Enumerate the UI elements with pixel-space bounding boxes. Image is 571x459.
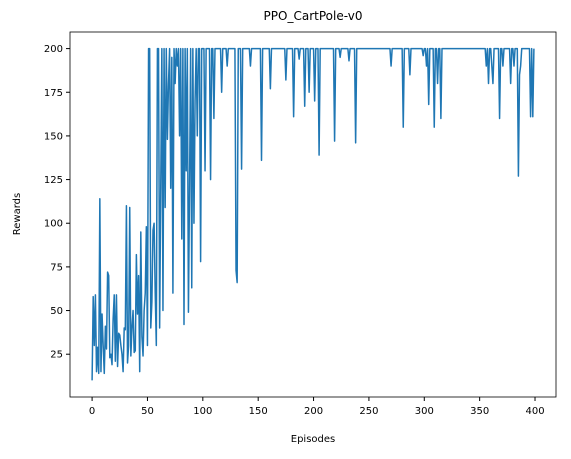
x-tick-label: 400 <box>525 406 544 417</box>
y-axis-label: Rewards <box>12 193 23 235</box>
x-tick-label: 50 <box>141 406 154 417</box>
x-axis-label: Episodes <box>291 434 335 445</box>
x-tick-label: 200 <box>304 406 323 417</box>
x-tick-label: 250 <box>359 406 378 417</box>
chart-title: PPO_CartPole-v0 <box>264 9 363 23</box>
plot-frame <box>69 31 557 398</box>
x-tick-label: 350 <box>470 406 489 417</box>
x-tick-label: 300 <box>415 406 434 417</box>
y-tick-label: 175 <box>44 88 63 99</box>
data-line <box>91 47 535 381</box>
y-tick-label: 50 <box>50 306 63 317</box>
y-tick-label: 125 <box>44 175 63 186</box>
y-tick-label: 200 <box>44 44 63 55</box>
y-tick-label: 25 <box>50 350 63 361</box>
y-tick-label: 150 <box>44 131 63 142</box>
y-tick-label: 100 <box>44 219 63 230</box>
x-tick-label: 150 <box>249 406 268 417</box>
y-tick-label: 75 <box>50 262 63 273</box>
x-tick-label: 100 <box>193 406 212 417</box>
x-tick-label: 0 <box>89 406 95 417</box>
